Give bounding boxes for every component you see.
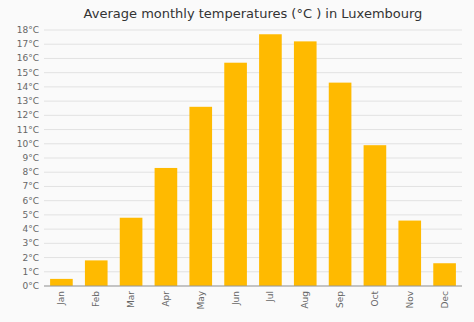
grid-line <box>44 143 462 144</box>
grid-line <box>44 286 462 287</box>
grid-line <box>44 172 462 173</box>
x-tick-label: Jul <box>265 291 275 303</box>
x-tick-label: Apr <box>161 291 171 307</box>
y-tick-label: 11°C <box>17 125 39 135</box>
grid-line <box>44 200 462 201</box>
y-tick-label: 17°C <box>17 39 39 49</box>
y-tick-label: 12°C <box>17 110 39 120</box>
grid-line <box>44 101 462 102</box>
y-tick-label: 4°C <box>22 224 39 234</box>
grid-line <box>44 129 462 130</box>
bar <box>294 41 317 286</box>
y-tick-label: 2°C <box>22 253 39 263</box>
bar <box>329 83 352 286</box>
bar <box>433 263 456 286</box>
x-tick-label: May <box>196 290 206 309</box>
x-tick-label: Jan <box>56 291 66 306</box>
x-tick-label: Feb <box>91 291 101 307</box>
title: Average monthly temperatures (°C ) in Lu… <box>84 6 423 21</box>
y-tick-label: 18°C <box>17 25 39 35</box>
bar <box>398 221 421 286</box>
grid-line <box>44 158 462 159</box>
grid-line <box>44 72 462 73</box>
y-tick-label: 3°C <box>22 238 39 248</box>
x-tick-label: Sep <box>335 291 345 308</box>
bar <box>120 218 143 286</box>
y-tick-label: 10°C <box>17 139 39 149</box>
bars <box>50 34 456 286</box>
y-tick-label: 13°C <box>17 96 39 106</box>
x-tick-label: Dec <box>440 291 450 308</box>
bar <box>155 168 178 286</box>
x-tick-label: Oct <box>370 291 380 307</box>
x-tick-label: Mar <box>126 291 136 308</box>
y-tick-label: 9°C <box>22 153 39 163</box>
y-tick-label: 15°C <box>17 68 39 78</box>
grid-line <box>44 186 462 187</box>
bar <box>50 279 73 286</box>
grid-line <box>44 30 462 31</box>
bar <box>189 107 212 286</box>
grid-line <box>44 214 462 215</box>
y-tick-label: 7°C <box>22 181 39 191</box>
grid <box>44 30 462 286</box>
grid-line <box>44 44 462 45</box>
chart-container: Average monthly temperatures (°C ) in Lu… <box>0 0 474 322</box>
y-tick-label: 16°C <box>17 53 39 63</box>
bar <box>259 34 282 286</box>
y-tick-label: 14°C <box>17 82 39 92</box>
grid-line <box>44 58 462 59</box>
x-axis-line <box>44 286 462 287</box>
x-tick-label: Nov <box>405 290 415 308</box>
x-tick-label: Jun <box>231 291 241 306</box>
bar <box>224 63 247 286</box>
y-tick-label: 1°C <box>22 267 39 277</box>
y-tick-label: 0°C <box>22 281 39 291</box>
x-tick-label: Aug <box>300 291 310 309</box>
grid-line <box>44 115 462 116</box>
y-tick-label: 5°C <box>22 210 39 220</box>
grid-line <box>44 86 462 87</box>
bar <box>85 260 108 286</box>
y-tick-label: 8°C <box>22 167 39 177</box>
y-tick-label: 6°C <box>22 196 39 206</box>
chart: Average monthly temperatures (°C ) in Lu… <box>0 0 474 322</box>
bar <box>364 145 387 286</box>
